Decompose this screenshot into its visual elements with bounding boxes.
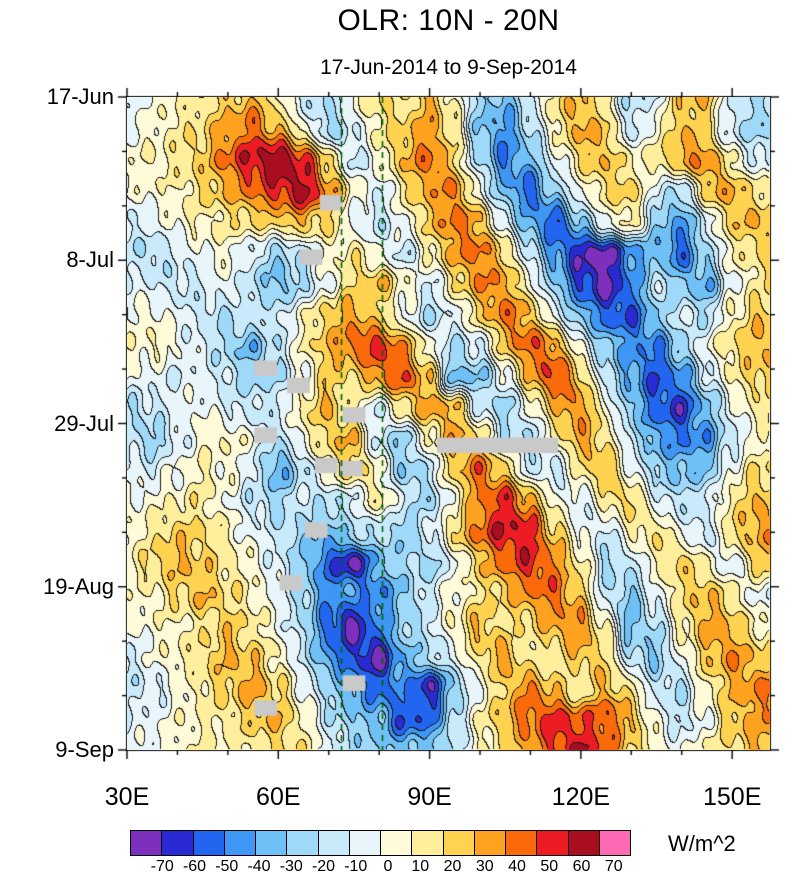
date-range-subtitle: 17-Jun-2014 to 9-Sep-2014 — [320, 56, 577, 79]
colorbar-cell — [223, 830, 256, 856]
colorbar-tick-label: -10 — [344, 858, 368, 875]
colorbar-cell — [286, 830, 319, 856]
x-tick-label: 90E — [407, 783, 452, 811]
colorbar-tick-label: -50 — [215, 858, 239, 875]
colorbar-cell — [567, 830, 600, 856]
colorbar-tick-label: 30 — [475, 858, 494, 875]
y-tick-label: 19-Aug — [43, 573, 114, 599]
colorbar-tick-label: 50 — [540, 858, 559, 875]
colorbar-cell — [348, 830, 381, 856]
colorbar-tick-label: 60 — [572, 858, 591, 875]
x-tick-label: 30E — [104, 783, 150, 811]
x-tick-label: 120E — [551, 783, 611, 811]
colorbar-cell — [598, 830, 631, 856]
colorbar-unit-label: W/m^2 — [668, 831, 736, 856]
colorbar-cell — [161, 830, 194, 856]
page-title: OLR: 10N - 20N — [337, 4, 560, 37]
y-tick-label: 29-Jul — [54, 410, 114, 436]
colorbar-cell — [505, 830, 538, 856]
x-tick-label: 60E — [256, 783, 301, 811]
y-tick-label: 8-Jul — [66, 247, 114, 273]
colorbar-tick-label: 10 — [411, 858, 430, 875]
colorbar-tick-label: -70 — [150, 858, 174, 875]
colorbar-tick-label: 20 — [443, 858, 462, 875]
colorbar-cell — [536, 830, 569, 856]
colorbar-tick-label: -30 — [279, 858, 303, 875]
y-tick-label: 17-Jun — [46, 84, 114, 109]
colorbar-cell — [255, 830, 288, 856]
colorbar-tick-label: 70 — [604, 858, 623, 875]
colorbar-cell — [380, 830, 413, 856]
colorbar-cell — [411, 830, 444, 856]
hovmoller-plot — [127, 97, 770, 750]
colorbar-cell — [317, 830, 350, 856]
colorbar — [130, 830, 631, 856]
colorbar-tick-label: -40 — [247, 858, 271, 875]
colorbar-tick-label: -20 — [311, 858, 336, 875]
colorbar-tick-label: 0 — [383, 858, 393, 875]
colorbar-tick-label: -60 — [182, 858, 207, 875]
colorbar-cell — [130, 830, 163, 856]
colorbar-cell — [473, 830, 506, 856]
x-tick-label: 150E — [702, 783, 762, 811]
colorbar-cell — [442, 830, 475, 856]
y-tick-label: 9-Sep — [55, 737, 114, 762]
hovmoller-canvas — [127, 97, 770, 750]
colorbar-tick-label: 40 — [508, 858, 526, 875]
colorbar-cell — [192, 830, 225, 856]
